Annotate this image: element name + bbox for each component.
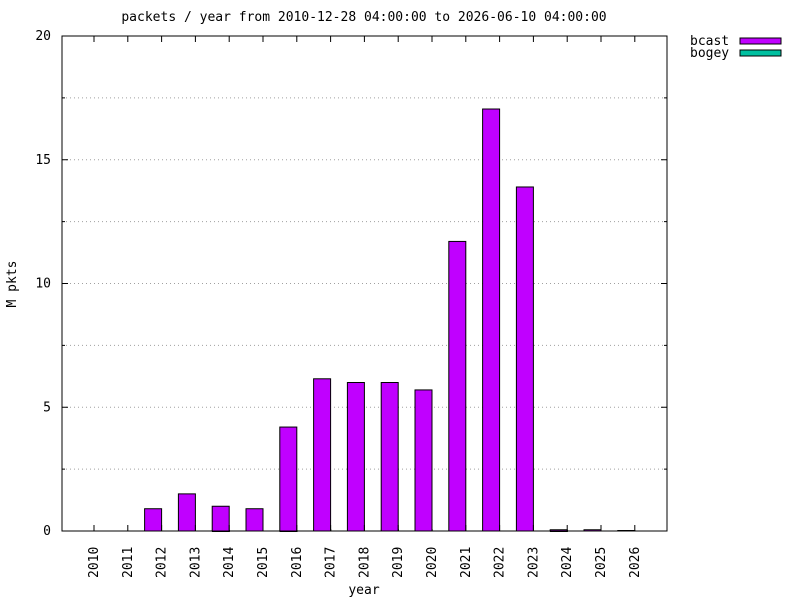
y-tick-label: 0 — [43, 524, 51, 539]
bar-bcast — [515, 186, 534, 532]
x-tick-label: 2021 — [459, 547, 474, 578]
y-tick-label: 15 — [35, 153, 51, 168]
x-tick-label: 2024 — [560, 547, 575, 578]
x-tick-label: 2016 — [290, 547, 305, 578]
bar-bcast — [414, 389, 433, 532]
x-tick-label: 2017 — [324, 547, 339, 578]
x-axis-label: year — [348, 583, 379, 598]
x-tick-label: 2026 — [628, 547, 643, 578]
y-tick-label: 5 — [43, 400, 51, 415]
bars — [144, 108, 636, 533]
legend-swatch-bcast — [739, 37, 782, 45]
y-axis-ticks: 0 5 10 15 20 — [35, 29, 667, 539]
x-tick-label: 2012 — [155, 547, 170, 578]
chart-title: packets / year from 2010-12-28 04:00:00 … — [121, 10, 606, 25]
bar-bcast — [279, 426, 298, 532]
x-tick-label: 2023 — [526, 547, 541, 578]
x-tick-label: 2013 — [188, 547, 203, 578]
x-axis-ticks: 2010 2011 2012 2013 2014 2015 2016 2017 2018 2019… — [87, 36, 643, 578]
bar-bcast — [245, 508, 264, 532]
x-tick-label: 2011 — [121, 547, 136, 578]
legend-label-bogey: bogey — [690, 46, 729, 61]
bar-bcast — [448, 240, 467, 532]
x-tick-label: 2014 — [222, 547, 237, 578]
bar-bcast — [211, 505, 230, 532]
x-tick-label: 2019 — [391, 547, 406, 578]
bar-bcast — [177, 493, 196, 532]
y-axis-label: M pkts — [5, 261, 20, 308]
bar-bcast — [144, 508, 163, 532]
x-tick-label: 2018 — [357, 547, 372, 578]
y-tick-label: 20 — [35, 29, 51, 44]
x-tick-label: 2022 — [493, 547, 508, 578]
legend-label-bcast: bcast — [690, 34, 729, 49]
x-tick-label: 2020 — [425, 547, 440, 578]
x-tick-label: 2010 — [87, 547, 102, 578]
x-tick-label: 2015 — [256, 547, 271, 578]
bar-bcast — [346, 382, 365, 532]
legend-swatch-bogey — [739, 49, 782, 57]
x-tick-label: 2025 — [594, 547, 609, 578]
y-tick-label: 10 — [35, 277, 51, 292]
bar-bcast — [482, 108, 501, 532]
bar-bcast — [313, 378, 332, 532]
bar-bcast — [380, 382, 399, 532]
grid-lines — [62, 97, 667, 470]
